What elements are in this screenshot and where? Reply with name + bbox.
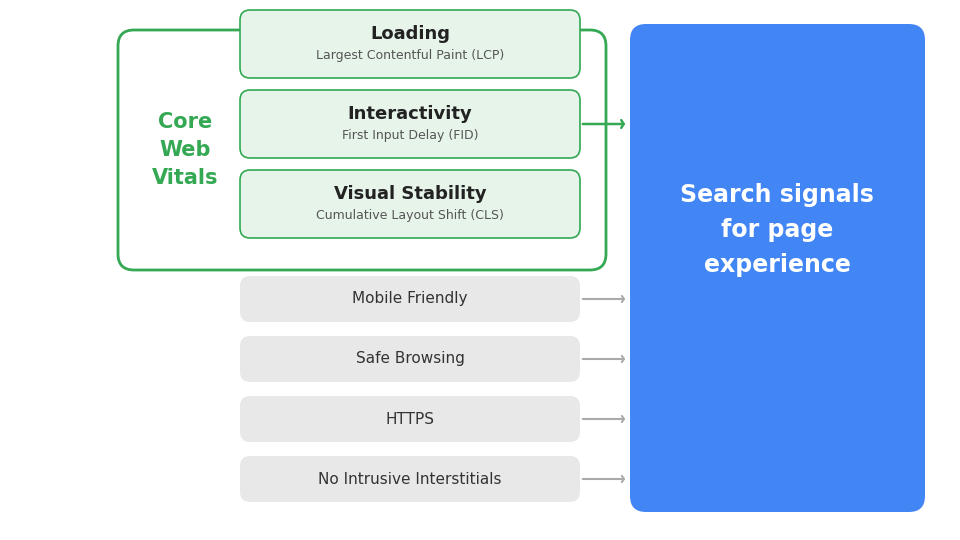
Text: Loading: Loading (370, 25, 450, 43)
Text: First Input Delay (FID): First Input Delay (FID) (342, 130, 478, 143)
Text: Cumulative Layout Shift (CLS): Cumulative Layout Shift (CLS) (316, 210, 504, 222)
Text: Core
Web
Vitals: Core Web Vitals (152, 112, 218, 188)
FancyBboxPatch shape (240, 396, 580, 442)
Text: Visual Stability: Visual Stability (334, 185, 487, 203)
FancyBboxPatch shape (240, 90, 580, 158)
Text: No Intrusive Interstitials: No Intrusive Interstitials (319, 471, 502, 487)
Text: Mobile Friendly: Mobile Friendly (352, 292, 468, 307)
FancyBboxPatch shape (630, 24, 925, 512)
FancyBboxPatch shape (240, 170, 580, 238)
Text: HTTPS: HTTPS (386, 411, 435, 427)
FancyBboxPatch shape (240, 10, 580, 78)
Text: Search signals
for page
experience: Search signals for page experience (680, 183, 874, 278)
Text: Interactivity: Interactivity (348, 105, 472, 123)
FancyBboxPatch shape (240, 276, 580, 322)
FancyBboxPatch shape (118, 30, 606, 270)
Text: Largest Contentful Paint (LCP): Largest Contentful Paint (LCP) (316, 50, 504, 63)
FancyBboxPatch shape (240, 336, 580, 382)
FancyBboxPatch shape (240, 456, 580, 502)
Text: Safe Browsing: Safe Browsing (355, 352, 465, 367)
